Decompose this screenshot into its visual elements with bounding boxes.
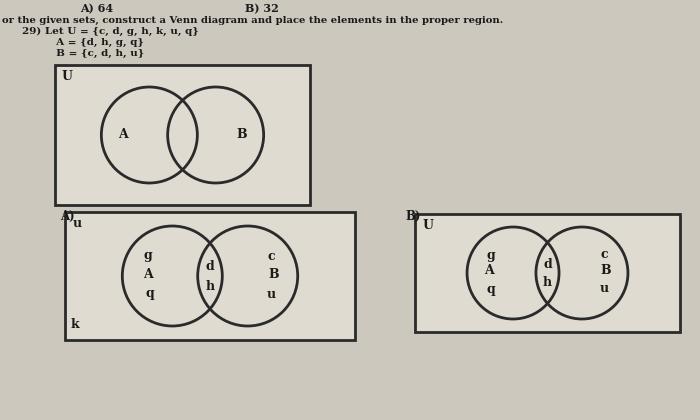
Bar <box>55 65 310 205</box>
Text: u: u <box>267 288 276 300</box>
Text: A: A <box>118 129 128 142</box>
Text: B: B <box>237 129 247 142</box>
Text: B = {c, d, h, u}: B = {c, d, h, u} <box>38 49 144 58</box>
Bar <box>415 214 680 332</box>
Text: g: g <box>144 249 153 262</box>
Text: or the given sets, construct a Venn diagram and place the elements in the proper: or the given sets, construct a Venn diag… <box>2 16 503 25</box>
Text: B): B) <box>405 210 421 223</box>
Text: u: u <box>73 217 82 230</box>
Text: B) 32: B) 32 <box>245 3 279 14</box>
Text: u: u <box>599 283 608 296</box>
Text: A: A <box>484 265 494 278</box>
Text: h: h <box>205 279 215 292</box>
Bar <box>65 212 355 340</box>
Text: g: g <box>486 249 496 262</box>
Text: A) 64: A) 64 <box>80 3 113 14</box>
Text: h: h <box>543 276 552 289</box>
Text: B: B <box>268 268 279 281</box>
Text: A = {d, h, g, q}: A = {d, h, g, q} <box>38 38 144 47</box>
Text: A): A) <box>60 210 75 223</box>
Text: B: B <box>601 265 611 278</box>
Text: k: k <box>71 318 79 331</box>
Text: U: U <box>423 219 434 232</box>
Text: A: A <box>144 268 153 281</box>
Text: c: c <box>600 249 608 262</box>
Text: q: q <box>486 283 496 296</box>
Text: q: q <box>146 288 155 300</box>
Text: d: d <box>543 257 552 270</box>
Text: 29) Let U = {c, d, g, h, k, u, q}: 29) Let U = {c, d, g, h, k, u, q} <box>22 27 199 36</box>
Text: c: c <box>268 249 276 262</box>
Text: d: d <box>206 260 214 273</box>
Text: U: U <box>62 70 73 83</box>
